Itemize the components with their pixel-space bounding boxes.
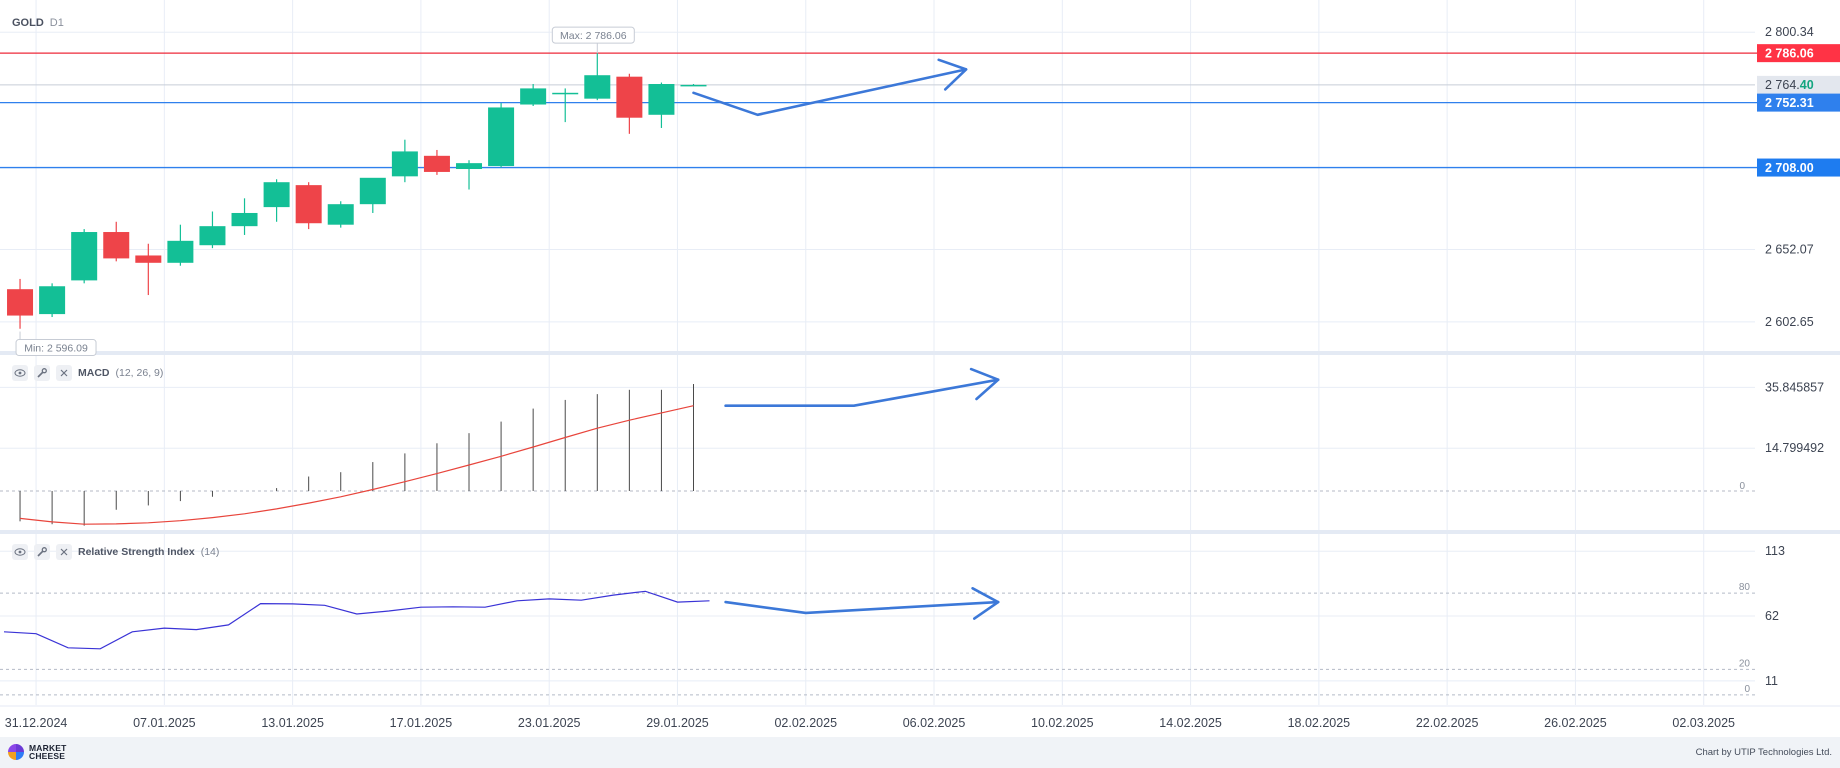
- candle-body: [680, 84, 707, 87]
- level-badge-label: 2 752.31: [1765, 96, 1814, 110]
- macd-params: (12, 26, 9): [115, 367, 164, 379]
- date-tick-label: 06.02.2025: [903, 716, 966, 730]
- wrench-icon[interactable]: [34, 365, 50, 381]
- logo-line-2: CHEESE: [29, 751, 66, 761]
- timeframe-label[interactable]: D1: [49, 17, 64, 29]
- macd-tick-label: 35.845857: [1765, 380, 1824, 394]
- level-badge-label: 2 708.00: [1765, 161, 1814, 175]
- wrench-icon[interactable]: [34, 544, 50, 560]
- price-forecast-arrow: [692, 68, 968, 117]
- close-icon[interactable]: [56, 544, 72, 560]
- max-label-box: [551, 26, 635, 44]
- date-tick-label: 26.02.2025: [1544, 716, 1607, 730]
- max-label: Max: 2 786.06: [560, 30, 627, 42]
- candle-body: [295, 185, 322, 224]
- candle-body: [71, 232, 98, 281]
- candle-body: [456, 163, 483, 170]
- pane-separator: [0, 351, 1840, 355]
- chart-canvas[interactable]: Max: 2 786.06 Min: 2 596.09 2 800.34 2 652.…: [0, 0, 1840, 737]
- candle-body: [552, 92, 579, 95]
- candle-body: [135, 255, 162, 263]
- logo-icon: [8, 744, 24, 760]
- current-price-label: 2 764.40: [1765, 78, 1814, 92]
- candle-body: [648, 84, 675, 115]
- macd-forecast-arrow-head: [969, 367, 1000, 401]
- date-tick-label: 23.01.2025: [518, 716, 581, 730]
- logo-text: MARKET CHEESE: [29, 743, 67, 761]
- rsi-level-label: 80: [1739, 582, 1751, 593]
- rsi-params: (14): [200, 546, 220, 558]
- date-tick-label: 02.03.2025: [1672, 716, 1735, 730]
- eye-icon[interactable]: [12, 365, 28, 381]
- macd-header: MACD (12, 26, 9): [12, 365, 163, 381]
- candle-body: [488, 107, 515, 167]
- date-tick-label: 29.01.2025: [646, 716, 709, 730]
- logo-line-1: MARKET: [29, 743, 67, 753]
- rsi-level-label: 0: [1744, 684, 1750, 695]
- rsi-tick-label: 62: [1765, 609, 1779, 623]
- min-label: Min: 2 596.09: [24, 343, 88, 355]
- date-tick-label: 14.02.2025: [1159, 716, 1222, 730]
- rsi-name: Relative Strength Index: [78, 546, 195, 558]
- candle-body: [423, 155, 450, 172]
- level-badge: [1757, 93, 1840, 112]
- date-tick-label: 22.02.2025: [1416, 716, 1479, 730]
- candle-body: [263, 182, 290, 208]
- rsi-header: Relative Strength Index (14): [12, 544, 219, 560]
- level-badge: [1757, 44, 1840, 63]
- candle-body: [167, 240, 194, 263]
- macd-name: MACD: [78, 367, 110, 379]
- rsi-forecast-arrow-head: [971, 587, 1000, 620]
- close-icon[interactable]: [56, 365, 72, 381]
- min-label-box: [15, 339, 97, 357]
- level-badge-label: 2 786.06: [1765, 47, 1814, 61]
- symbol-header: GOLD D1: [12, 17, 64, 29]
- candle-body: [103, 232, 130, 259]
- candle-body: [584, 75, 611, 99]
- candle-body: [39, 286, 66, 315]
- price-tick-label: 2 652.07: [1765, 243, 1814, 257]
- rsi-level-label: 20: [1739, 658, 1751, 669]
- date-tick-label: 10.02.2025: [1031, 716, 1094, 730]
- price-tick-label: 2 800.34: [1765, 25, 1814, 39]
- macd-tick-label: 14.799492: [1765, 441, 1824, 455]
- candle-body: [199, 226, 226, 246]
- candle-body: [7, 289, 34, 316]
- candle-body: [359, 177, 386, 205]
- rsi-tick-label: 113: [1765, 544, 1785, 558]
- macd-zero-label: 0: [1739, 481, 1745, 492]
- symbol-label: GOLD: [12, 17, 44, 29]
- date-tick-label: 13.01.2025: [261, 716, 324, 730]
- eye-icon[interactable]: [12, 544, 28, 560]
- price-forecast-arrow-head: [937, 58, 968, 91]
- date-tick-label: 18.02.2025: [1288, 716, 1351, 730]
- pane-separator: [0, 530, 1840, 534]
- current-price-badge: [1757, 75, 1840, 94]
- rsi-line: [3, 590, 710, 650]
- price-tick-label: 2 602.65: [1765, 315, 1814, 329]
- date-tick-label: 17.01.2025: [390, 716, 453, 730]
- candle-body: [616, 76, 643, 118]
- candle-body: [231, 212, 258, 227]
- macd-forecast-arrow: [724, 378, 1000, 407]
- rsi-forecast-arrow: [724, 600, 1000, 615]
- candle-body: [327, 204, 354, 225]
- date-tick-label: 02.02.2025: [774, 716, 837, 730]
- credit-text: Chart by UTIP Technologies Ltd.: [1695, 747, 1832, 758]
- candle-body: [520, 88, 547, 105]
- candle-body: [391, 151, 418, 177]
- date-tick-label: 07.01.2025: [133, 716, 196, 730]
- date-tick-label: 31.12.2024: [5, 716, 68, 730]
- rsi-tick-label: 11: [1765, 674, 1778, 688]
- macd-signal-line: [19, 405, 694, 525]
- footer-bar: MARKET CHEESE Chart by UTIP Technologies…: [0, 737, 1840, 768]
- current-price-tail: 40: [1800, 78, 1814, 92]
- brand-logo[interactable]: MARKET CHEESE: [8, 744, 67, 760]
- level-badge: [1757, 158, 1840, 177]
